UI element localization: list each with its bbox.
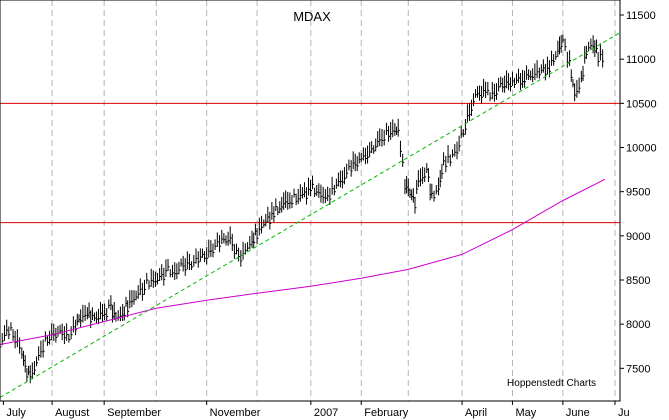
x-axis: July August September November 2007 February A… xyxy=(2,401,630,419)
x-tick-label-4: 2007 xyxy=(314,407,338,419)
series-layer xyxy=(0,32,621,398)
y-tick-label-8: 11500 xyxy=(626,10,656,22)
x-tick-label-3: November xyxy=(210,407,261,419)
x-tick-label-6: April xyxy=(465,407,487,419)
series-ohlc xyxy=(0,34,605,384)
y-axis: 7500 8000 8500 9000 9500 10000 10500 11000 11500 xyxy=(620,10,657,375)
x-tick-label-9: Ju xyxy=(618,407,630,419)
x-tick-label-2: September xyxy=(107,407,161,419)
y-tick-label-1: 8000 xyxy=(626,319,650,331)
plot-frame xyxy=(0,0,621,402)
y-tick-label-0: 7500 xyxy=(626,363,650,375)
trend-line xyxy=(0,32,621,398)
x-tick-label-8: June xyxy=(566,407,590,419)
y-tick-label-5: 10000 xyxy=(626,143,657,155)
horizontal-lines xyxy=(0,102,620,224)
chart-title: MDAX xyxy=(293,9,331,24)
chart-credit: Hoppenstedt Charts xyxy=(507,378,596,389)
y-tick-label-7: 11000 xyxy=(626,54,656,66)
y-tick-label-4: 9500 xyxy=(626,187,650,199)
x-tick-label-1: August xyxy=(55,407,89,419)
x-tick-label-7: May xyxy=(515,407,536,419)
y-tick-label-6: 10500 xyxy=(626,98,657,110)
moving-average-line xyxy=(0,178,606,345)
x-tick-label-0: July xyxy=(6,407,26,419)
x-tick-label-5: February xyxy=(364,407,409,419)
y-tick-label-3: 9000 xyxy=(626,231,650,243)
y-tick-label-2: 8500 xyxy=(626,275,650,287)
